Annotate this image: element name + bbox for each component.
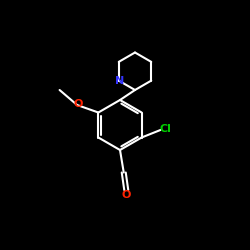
Text: N: N: [116, 76, 125, 86]
Text: Cl: Cl: [160, 124, 171, 134]
Text: O: O: [74, 99, 83, 109]
Text: O: O: [122, 190, 131, 200]
